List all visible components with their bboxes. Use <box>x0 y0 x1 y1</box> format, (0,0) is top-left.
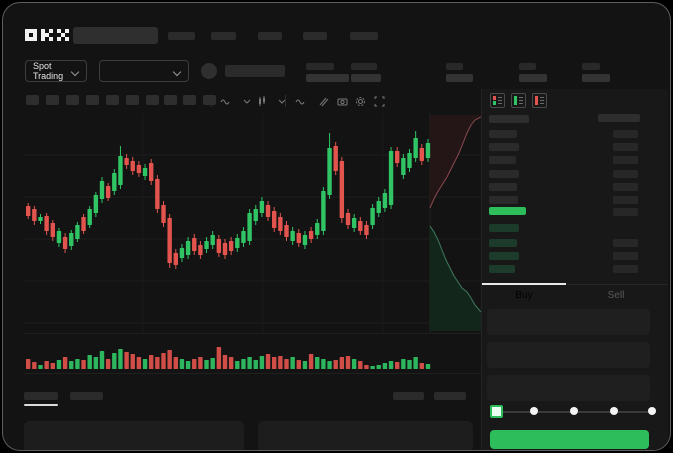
size-placeholder[interactable] <box>613 208 638 216</box>
nav-item-placeholder[interactable] <box>258 32 282 40</box>
ask-size-placeholder[interactable] <box>613 143 638 151</box>
ask-price-placeholder[interactable] <box>489 170 519 178</box>
market-type-dropdown[interactable]: Spot Trading <box>25 60 87 82</box>
candlestick-chart[interactable] <box>23 113 481 333</box>
nav-item-placeholder[interactable] <box>211 32 236 40</box>
tabs-divider <box>482 284 668 285</box>
buy-submit-button[interactable] <box>490 430 649 449</box>
slider-stop-50pct[interactable] <box>570 407 578 415</box>
active-tab-indicator <box>482 283 566 285</box>
orderbook-view-asks-icon[interactable] <box>532 93 547 108</box>
bid-price-placeholder[interactable] <box>489 252 519 260</box>
fullscreen-icon[interactable] <box>372 93 386 109</box>
nav-item-placeholder[interactable] <box>303 32 327 40</box>
slider-stop-75pct[interactable] <box>610 407 618 415</box>
order-panel: Buy Sell <box>481 89 668 450</box>
bid-size-placeholder[interactable] <box>613 239 638 247</box>
settings-icon[interactable] <box>353 93 367 109</box>
interval-button[interactable] <box>164 95 177 105</box>
orderbook-header-placeholder[interactable] <box>489 115 529 123</box>
ask-price-placeholder[interactable] <box>489 156 516 164</box>
chevron-down-icon[interactable] <box>275 93 289 109</box>
orderbook-header-placeholder[interactable] <box>598 114 640 122</box>
last-price-badge[interactable] <box>489 207 526 215</box>
chevron-down-icon <box>72 68 79 75</box>
interval-button[interactable] <box>106 95 119 105</box>
orderbook-view-split-icon[interactable] <box>490 93 505 108</box>
ask-size-placeholder[interactable] <box>613 156 638 164</box>
pair-coin-icon <box>201 63 217 79</box>
tab-buy[interactable]: Buy <box>515 290 533 301</box>
slider-stop-100pct[interactable] <box>648 407 656 415</box>
orders-action-placeholder[interactable] <box>393 392 424 400</box>
ask-price-placeholder[interactable] <box>489 183 517 191</box>
ask-size-placeholder[interactable] <box>613 130 638 138</box>
chevron-down-icon <box>174 68 181 75</box>
orders-table-placeholder <box>258 421 473 450</box>
ask-size-placeholder[interactable] <box>613 170 638 178</box>
slider-stop-0pct[interactable] <box>490 405 503 418</box>
line-style-icon[interactable] <box>218 93 232 109</box>
interval-button[interactable] <box>26 95 39 105</box>
interval-button[interactable] <box>86 95 99 105</box>
orders-tab-placeholder[interactable] <box>24 392 58 400</box>
order-input[interactable] <box>487 375 650 401</box>
interval-button[interactable] <box>46 95 59 105</box>
ask-size-placeholder[interactable] <box>613 196 638 204</box>
indicators-icon[interactable] <box>293 93 307 109</box>
bid-price-placeholder[interactable] <box>489 239 517 247</box>
interval-button[interactable] <box>126 95 139 105</box>
slider-stop-25pct[interactable] <box>530 407 538 415</box>
volume-chart <box>26 347 431 369</box>
active-tab-underline <box>24 404 58 406</box>
chart-toolbar <box>23 93 463 109</box>
okx-logo-letter <box>41 29 53 41</box>
order-input[interactable] <box>487 342 650 368</box>
draw-icon[interactable] <box>316 93 330 109</box>
ask-price-placeholder[interactable] <box>489 143 519 151</box>
ask-price-placeholder[interactable] <box>489 196 518 204</box>
interval-button[interactable] <box>203 95 216 105</box>
nav-item-placeholder[interactable] <box>350 32 378 40</box>
okx-logo-letter <box>25 29 37 41</box>
tab-sell[interactable]: Sell <box>607 290 625 301</box>
interval-button[interactable] <box>183 95 196 105</box>
okx-logo <box>25 29 69 41</box>
ask-price-placeholder[interactable] <box>489 130 517 138</box>
pane-divider <box>23 333 481 334</box>
chart-type-icon[interactable] <box>255 93 269 109</box>
bid-price-placeholder[interactable] <box>489 224 519 232</box>
orderbook-view-bids-icon[interactable] <box>511 93 526 108</box>
orders-action-placeholder[interactable] <box>434 392 466 400</box>
bid-size-placeholder[interactable] <box>613 252 638 260</box>
interval-button[interactable] <box>66 95 79 105</box>
toolbar-divider <box>211 95 212 107</box>
chevron-down-icon[interactable] <box>240 93 254 109</box>
pair-name-placeholder <box>225 65 285 77</box>
toolbar-divider <box>285 95 286 107</box>
search-input[interactable] <box>73 27 158 44</box>
nav-item-placeholder[interactable] <box>168 32 195 40</box>
pane-divider <box>23 373 481 374</box>
orders-tab-placeholder[interactable] <box>70 392 103 400</box>
order-input[interactable] <box>487 309 650 335</box>
screenshot-icon[interactable] <box>335 93 349 109</box>
bid-price-placeholder[interactable] <box>489 265 515 273</box>
bid-size-placeholder[interactable] <box>613 265 638 273</box>
interval-button[interactable] <box>146 95 159 105</box>
orders-table-placeholder <box>24 421 244 450</box>
pair-selector-dropdown[interactable] <box>99 60 189 82</box>
ask-size-placeholder[interactable] <box>613 183 638 191</box>
okx-logo-letter <box>57 29 69 41</box>
market-type-label: Spot Trading <box>33 61 64 81</box>
